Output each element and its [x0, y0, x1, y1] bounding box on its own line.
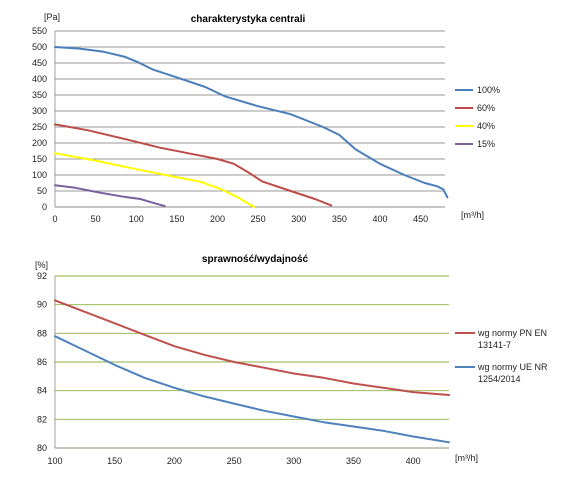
y-tick-label: 500	[32, 42, 47, 52]
x-tick-label: 100	[129, 214, 144, 224]
legend-label: 1254/2014	[478, 374, 521, 384]
legend: wg normy PN EN 13141-7 wg normy UE NR 1254/…	[455, 328, 548, 384]
series-line-4	[54, 184, 166, 207]
chart-1: charakterystyka centrali [Pa] [m³/h] 0 50 100…	[32, 12, 500, 224]
series-line-1	[54, 46, 449, 199]
y-axis-label: [Pa]	[44, 12, 60, 22]
chart-title: charakterystyka centrali	[191, 14, 306, 25]
y-tick-label: 92	[37, 271, 47, 281]
chart-title: sprawność/wydajność	[202, 254, 309, 265]
x-tick-label: 300	[286, 456, 301, 466]
y-tick-label: 0	[42, 202, 47, 212]
y-tick-label: 250	[32, 122, 47, 132]
series-line-2	[54, 335, 450, 444]
y-tick-label: 90	[37, 300, 47, 310]
y-tick-label: 200	[32, 138, 47, 148]
series-line-3	[54, 152, 256, 208]
y-tick-label: 450	[32, 58, 47, 68]
x-tick-label: 250	[251, 214, 266, 224]
series-line-1	[54, 299, 450, 396]
y-tick-label: 50	[37, 186, 47, 196]
y-tick-label: 86	[37, 357, 47, 367]
x-tick-label: 450	[413, 214, 428, 224]
x-tick-label: 0	[52, 214, 57, 224]
legend-label: 13141-7	[478, 340, 511, 350]
legend-label: wg normy PN EN	[477, 328, 547, 338]
legend: 100% 60% 40% 15%	[455, 85, 500, 149]
y-tick-label: 400	[32, 74, 47, 84]
series-line-2	[54, 123, 333, 207]
legend-item: 15%	[455, 139, 495, 149]
x-tick-label: 150	[107, 456, 122, 466]
y-tick-label: 80	[37, 443, 47, 453]
x-tick-label: 50	[91, 214, 101, 224]
y-tick-label: 88	[37, 328, 47, 338]
legend-item: 60%	[455, 103, 495, 113]
legend-label: wg normy UE NR	[477, 362, 548, 372]
legend-label: 40%	[477, 121, 495, 131]
legend-label: 100%	[477, 85, 500, 95]
x-tick-label: 200	[210, 214, 225, 224]
y-tick-label: 82	[37, 414, 47, 424]
legend-label: 15%	[477, 139, 495, 149]
legend-label: 60%	[477, 103, 495, 113]
x-tick-label: 350	[346, 456, 361, 466]
y-tick-label: 300	[32, 106, 47, 116]
legend-item: wg normy UE NR 1254/2014	[455, 362, 548, 384]
x-tick-label: 100	[47, 456, 62, 466]
y-tick-label: 100	[32, 170, 47, 180]
legend-item: wg normy PN EN 13141-7	[455, 328, 547, 350]
legend-item: 40%	[455, 121, 495, 131]
x-tick-label: 400	[372, 214, 387, 224]
x-tick-label: 300	[291, 214, 306, 224]
y-tick-label: 84	[37, 386, 47, 396]
x-tick-label: 350	[332, 214, 347, 224]
chart-2: sprawność/wydajność [%] [m³/h] 80 82 84 86 88 90…	[35, 254, 548, 466]
x-tick-label: 150	[169, 214, 184, 224]
y-axis-label: [%]	[35, 260, 48, 270]
y-tick-label: 150	[32, 154, 47, 164]
x-tick-label: 200	[167, 456, 182, 466]
legend-item: 100%	[455, 85, 500, 95]
y-tick-label: 550	[32, 26, 47, 36]
y-tick-label: 350	[32, 90, 47, 100]
x-tick-label: 400	[406, 456, 421, 466]
x-tick-label: 250	[227, 456, 242, 466]
x-axis-label: [m³/h]	[455, 453, 478, 463]
x-axis-label: [m³/h]	[461, 210, 484, 220]
